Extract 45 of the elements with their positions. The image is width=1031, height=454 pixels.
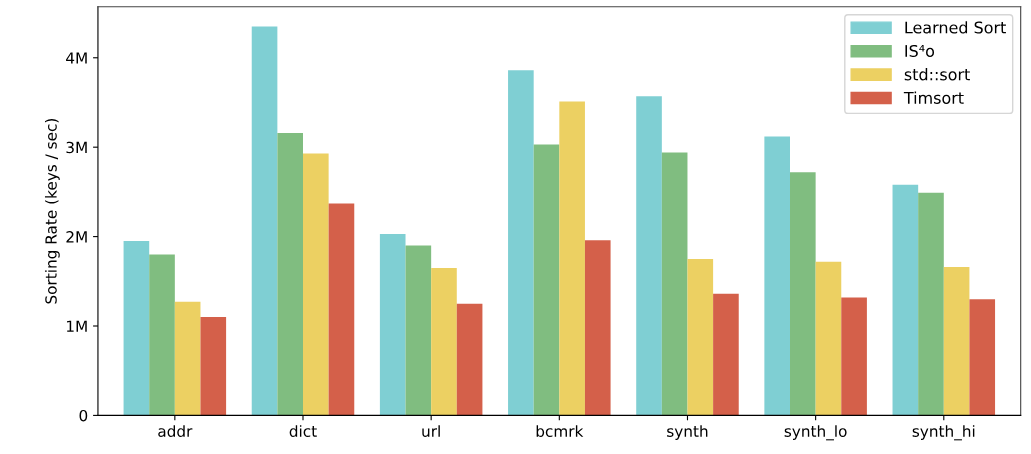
x-tick-label: synth_hi bbox=[912, 425, 975, 441]
bar bbox=[174, 301, 201, 416]
y-tick-label: 3M bbox=[66, 141, 87, 154]
bar bbox=[584, 240, 611, 416]
bar bbox=[841, 297, 867, 416]
bar bbox=[969, 299, 996, 416]
bar bbox=[328, 203, 355, 416]
x-tick-label: addr bbox=[158, 425, 193, 437]
y-axis-title: Sorting Rate (keys / sec) bbox=[44, 118, 60, 304]
bar bbox=[277, 132, 303, 416]
bar bbox=[892, 184, 919, 416]
bar bbox=[379, 233, 406, 416]
bar bbox=[815, 261, 842, 416]
bar bbox=[790, 172, 816, 416]
bar bbox=[251, 26, 278, 416]
bar bbox=[149, 254, 175, 416]
bar bbox=[559, 101, 585, 416]
bar bbox=[943, 266, 970, 416]
bar bbox=[303, 153, 329, 416]
x-tick-label: dict bbox=[289, 425, 317, 437]
y-tick-label: 4M bbox=[66, 52, 87, 64]
bar bbox=[405, 245, 432, 416]
y-tick-label: 2M bbox=[66, 231, 87, 243]
x-tick-label: synth bbox=[667, 425, 708, 440]
y-tick-label: 1M bbox=[67, 320, 87, 332]
bar bbox=[713, 293, 739, 416]
bar bbox=[687, 258, 714, 416]
bar bbox=[661, 152, 688, 416]
x-tick-label: bcmrk bbox=[536, 425, 584, 437]
y-tick-label: 0 bbox=[79, 409, 88, 422]
legend-label: Timsort bbox=[903, 91, 964, 104]
x-tick-label: synth_lo bbox=[784, 425, 847, 441]
bar bbox=[918, 192, 944, 416]
bar bbox=[508, 70, 534, 416]
legend-label: std::sort bbox=[904, 68, 970, 81]
bar bbox=[123, 241, 150, 416]
x-tick-label: url bbox=[422, 425, 440, 437]
bar bbox=[456, 303, 483, 416]
legend-label: IS⁴o bbox=[905, 44, 935, 57]
legend-label: Learned Sort bbox=[905, 21, 1006, 34]
bar bbox=[764, 136, 790, 416]
bar bbox=[431, 267, 457, 416]
bar bbox=[200, 317, 227, 416]
bar bbox=[533, 144, 560, 416]
bar bbox=[636, 96, 662, 416]
